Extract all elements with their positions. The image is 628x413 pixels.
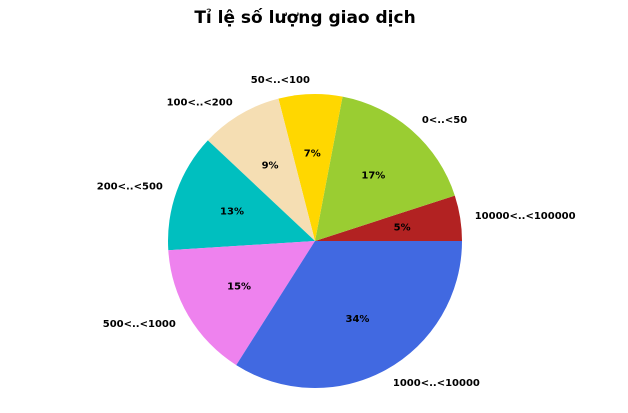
- category-labels: 10000<..<100000 0<..<50 50<..<100 100<..<20…: [97, 75, 576, 389]
- pie-slices: [167, 93, 462, 389]
- percent-labels: 5% 17% 7% 9% 13% 15% 34%: [220, 148, 411, 324]
- category-label-0-50: 0<..<50: [422, 115, 467, 126]
- category-label-10000-100000: 10000<..<100000: [475, 211, 576, 222]
- pie-slice-100-200: [207, 98, 315, 242]
- category-label-100-200: 100<..<200: [167, 97, 233, 108]
- pie-slice-0-50: [315, 96, 455, 241]
- pie-slice-1000-10000: [236, 241, 462, 389]
- chart-title: Tỉ lệ số lượng giao dịch: [194, 7, 415, 28]
- category-label-1000-10000: 1000<..<10000: [393, 378, 480, 389]
- category-label-500-1000: 500<..<1000: [103, 319, 176, 330]
- percent-label-10000-100000: 5%: [394, 223, 411, 234]
- pie-slice-10000-100000: [315, 195, 462, 241]
- percent-label-1000-10000: 34%: [346, 314, 370, 325]
- percent-label-0-50: 17%: [361, 170, 385, 181]
- category-label-50-100: 50<..<100: [251, 75, 310, 86]
- pie-slice-500-1000: [168, 241, 315, 366]
- pie-slice-50-100: [278, 93, 343, 241]
- category-label-200-500: 200<..<500: [97, 182, 163, 193]
- percent-label-50-100: 7%: [304, 148, 321, 159]
- percent-label-100-200: 9%: [262, 161, 279, 172]
- percent-label-200-500: 13%: [220, 207, 244, 218]
- percent-label-500-1000: 15%: [227, 281, 251, 292]
- pie-slice-200-500: [167, 140, 315, 251]
